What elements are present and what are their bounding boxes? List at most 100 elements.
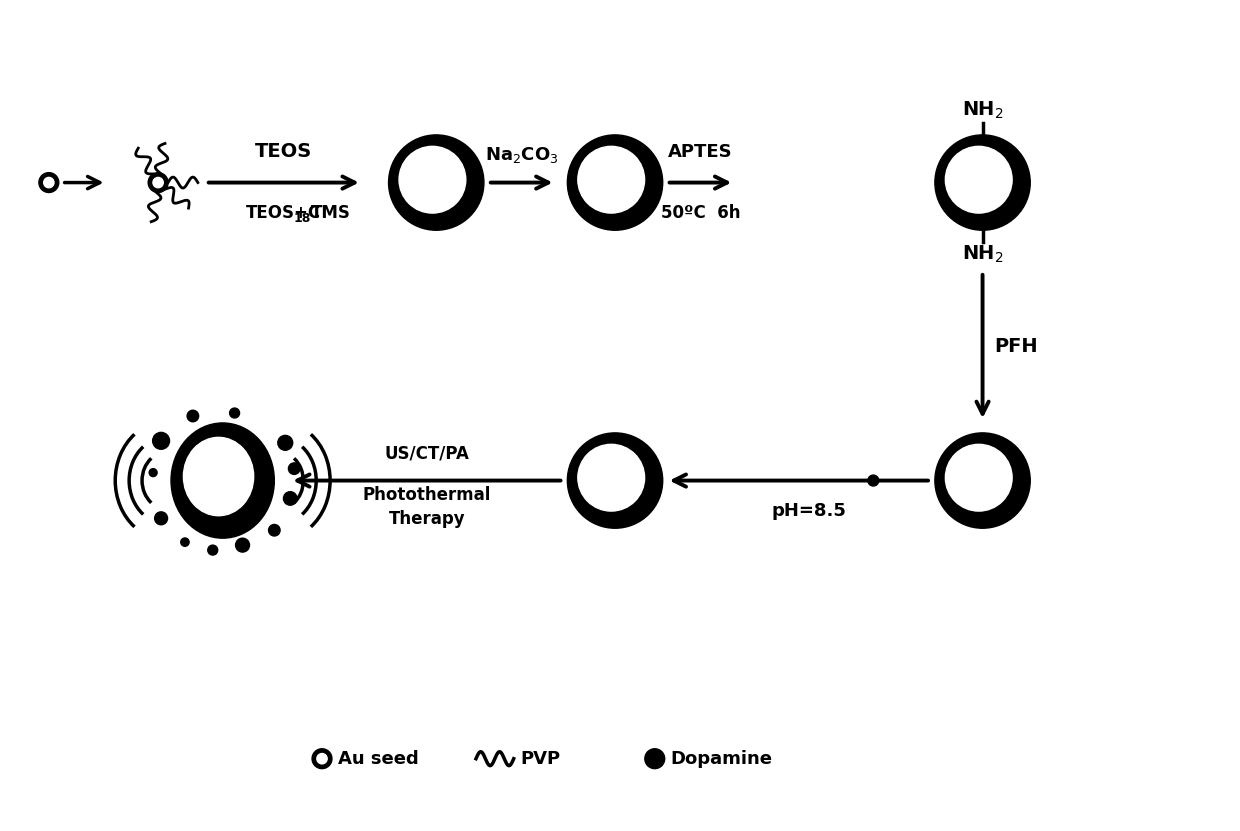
Text: NH$_2$: NH$_2$ (962, 100, 1003, 121)
Circle shape (945, 445, 1012, 511)
Circle shape (954, 184, 957, 189)
Circle shape (645, 749, 665, 769)
Circle shape (221, 477, 226, 483)
Circle shape (578, 146, 645, 213)
Circle shape (450, 197, 453, 200)
Text: TMS: TMS (310, 204, 351, 223)
Text: TEOS: TEOS (255, 142, 312, 160)
Circle shape (972, 193, 975, 196)
Circle shape (218, 475, 224, 480)
Circle shape (608, 464, 613, 468)
Circle shape (624, 172, 627, 175)
Circle shape (967, 486, 973, 493)
Circle shape (38, 173, 58, 193)
Circle shape (269, 524, 280, 536)
Circle shape (388, 135, 484, 230)
Circle shape (435, 165, 440, 170)
Circle shape (968, 186, 975, 193)
Circle shape (187, 411, 198, 422)
Circle shape (986, 190, 988, 193)
Circle shape (224, 477, 229, 482)
Circle shape (972, 478, 977, 483)
Circle shape (619, 475, 626, 483)
Circle shape (609, 480, 615, 486)
Circle shape (598, 175, 605, 181)
Circle shape (977, 161, 986, 170)
Circle shape (399, 146, 466, 213)
Circle shape (976, 163, 980, 167)
Text: pH=8.5: pH=8.5 (771, 503, 846, 520)
Circle shape (978, 469, 985, 475)
Circle shape (429, 205, 436, 213)
Circle shape (606, 157, 613, 163)
Circle shape (600, 204, 605, 209)
Circle shape (153, 432, 170, 450)
Circle shape (414, 180, 422, 187)
Circle shape (595, 489, 601, 494)
Circle shape (43, 177, 55, 188)
Circle shape (610, 468, 618, 475)
Circle shape (155, 512, 167, 524)
Circle shape (615, 158, 619, 163)
Circle shape (439, 153, 441, 155)
Circle shape (947, 177, 956, 185)
Circle shape (637, 482, 641, 486)
Circle shape (978, 162, 983, 168)
Circle shape (971, 175, 976, 180)
Circle shape (618, 171, 621, 175)
Circle shape (966, 193, 971, 197)
Circle shape (945, 146, 1012, 213)
Circle shape (208, 545, 218, 555)
Circle shape (998, 481, 1006, 489)
Circle shape (153, 177, 164, 188)
Circle shape (935, 433, 1030, 529)
Circle shape (992, 477, 1001, 486)
Circle shape (982, 470, 988, 475)
Text: Dopamine: Dopamine (671, 750, 773, 768)
Circle shape (412, 167, 414, 170)
Circle shape (213, 472, 218, 475)
Circle shape (149, 469, 157, 477)
Circle shape (578, 445, 645, 511)
Circle shape (441, 179, 448, 185)
Circle shape (935, 135, 1030, 230)
Circle shape (181, 538, 190, 546)
Circle shape (956, 479, 961, 484)
Circle shape (614, 450, 618, 454)
Circle shape (591, 175, 596, 180)
Circle shape (955, 466, 959, 470)
Text: TEOS+C: TEOS+C (246, 204, 321, 223)
Circle shape (606, 460, 611, 465)
Circle shape (237, 462, 242, 467)
Circle shape (223, 479, 228, 484)
Circle shape (422, 202, 424, 204)
Circle shape (211, 506, 216, 511)
Text: PFH: PFH (994, 337, 1038, 356)
Circle shape (440, 166, 449, 175)
Circle shape (949, 479, 955, 485)
Circle shape (621, 165, 625, 169)
Circle shape (278, 435, 293, 450)
Circle shape (284, 492, 296, 505)
Circle shape (972, 497, 976, 501)
Circle shape (438, 174, 445, 181)
Text: 50ºC  6h: 50ºC 6h (661, 204, 740, 223)
Circle shape (611, 493, 615, 498)
Ellipse shape (184, 437, 254, 516)
Circle shape (428, 170, 432, 173)
Circle shape (568, 433, 662, 529)
Circle shape (216, 497, 221, 502)
Circle shape (236, 538, 249, 552)
Circle shape (289, 463, 300, 475)
Text: Au seed: Au seed (337, 750, 419, 768)
Circle shape (613, 183, 618, 189)
Circle shape (599, 470, 608, 479)
Text: US/CT/PA: US/CT/PA (384, 445, 469, 463)
Circle shape (996, 179, 1004, 187)
Circle shape (622, 483, 629, 489)
Circle shape (568, 135, 662, 230)
Circle shape (312, 749, 332, 769)
Circle shape (985, 171, 987, 174)
Text: APTES: APTES (668, 143, 733, 160)
Text: Na$_2$CO$_3$: Na$_2$CO$_3$ (485, 145, 558, 165)
